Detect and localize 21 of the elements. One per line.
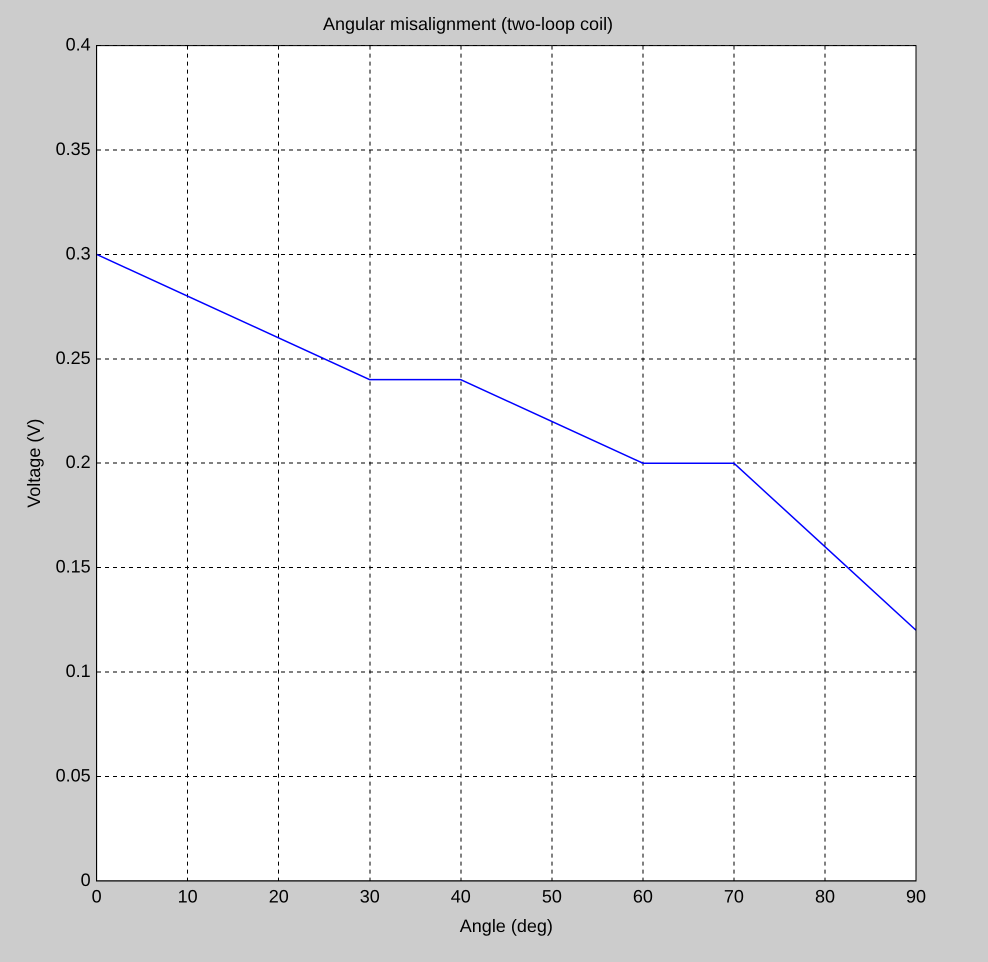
y-tick-label: 0.4 (66, 34, 91, 55)
y-tick-label: 0.05 (56, 765, 91, 786)
y-tick-label: 0.35 (56, 138, 91, 159)
x-tick-label: 70 (724, 886, 744, 907)
x-tick-label: 20 (268, 886, 289, 907)
x-tick-label: 80 (814, 886, 835, 907)
x-tick-label: 10 (178, 886, 198, 907)
x-tick-label: 30 (360, 886, 380, 907)
y-tick-label: 0.2 (66, 452, 91, 472)
chart-title: Angular misalignment (two-loop coil) (322, 14, 614, 34)
x-tick-label: 90 (906, 886, 926, 907)
y-tick-label: 0.25 (56, 348, 91, 368)
y-tick-label: 0.15 (56, 556, 91, 577)
y-tick-label: 0.1 (66, 660, 91, 681)
x-tick-label: 60 (632, 886, 653, 907)
x-axis-title: Angle (deg) (460, 916, 553, 936)
x-tick-label: 40 (450, 886, 471, 907)
y-tick-label: 0 (80, 870, 91, 890)
y-tick-label: 0.3 (66, 243, 91, 264)
x-tick-label: 50 (542, 886, 562, 907)
y-axis-title: Voltage (V) (24, 418, 44, 508)
